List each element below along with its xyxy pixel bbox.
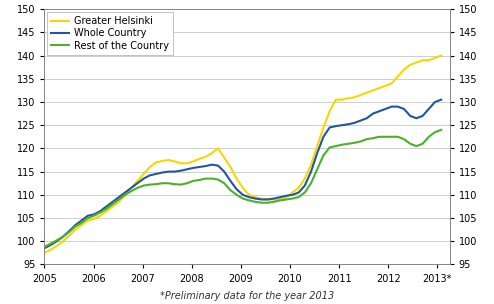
- Greater Helsinki: [134, 179, 140, 183]
- Rest of the Country: [159, 181, 165, 185]
- Greater Helsinki: [159, 159, 165, 163]
- Rest of the Country: [209, 177, 215, 180]
- Whole Country: [159, 171, 165, 174]
- Greater Helsinki: [426, 58, 432, 62]
- Line: Rest of the Country: Rest of the Country: [44, 130, 441, 247]
- Line: Whole Country: Whole Country: [44, 100, 441, 248]
- Whole Country: [426, 107, 432, 111]
- Greater Helsinki: [438, 54, 444, 57]
- Whole Country: [438, 98, 444, 102]
- Greater Helsinki: [41, 251, 47, 255]
- Greater Helsinki: [209, 151, 215, 155]
- Rest of the Country: [382, 135, 388, 139]
- Rest of the Country: [246, 199, 252, 202]
- Whole Country: [134, 181, 140, 185]
- Text: *Preliminary data for the year 2013: *Preliminary data for the year 2013: [160, 291, 334, 301]
- Greater Helsinki: [382, 84, 388, 88]
- Whole Country: [382, 107, 388, 111]
- Rest of the Country: [438, 128, 444, 132]
- Legend: Greater Helsinki, Whole Country, Rest of the Country: Greater Helsinki, Whole Country, Rest of…: [47, 12, 172, 55]
- Rest of the Country: [426, 135, 432, 139]
- Rest of the Country: [41, 245, 47, 249]
- Rest of the Country: [134, 186, 140, 190]
- Whole Country: [246, 195, 252, 199]
- Greater Helsinki: [246, 193, 252, 197]
- Whole Country: [209, 163, 215, 167]
- Line: Greater Helsinki: Greater Helsinki: [44, 56, 441, 253]
- Whole Country: [41, 247, 47, 250]
